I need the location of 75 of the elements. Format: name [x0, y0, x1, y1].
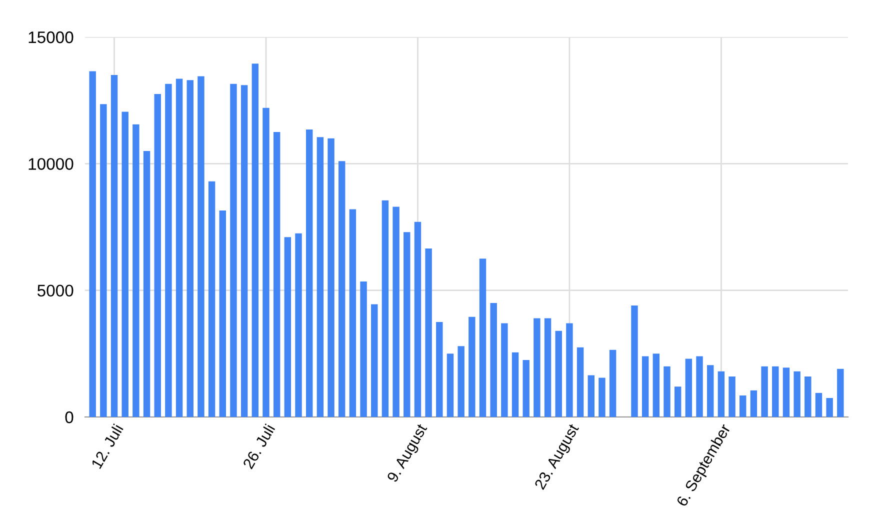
- bar: [837, 368, 844, 417]
- bar: [404, 232, 410, 417]
- bar: [750, 390, 758, 417]
- bar: [544, 318, 552, 417]
- bar: [522, 360, 530, 417]
- bar: [826, 398, 833, 417]
- bar: [338, 161, 346, 417]
- bar: [328, 138, 334, 417]
- bar: [566, 323, 573, 417]
- bar: [534, 318, 540, 417]
- bar: [132, 124, 140, 417]
- bar: [609, 350, 616, 417]
- bar: [674, 386, 682, 417]
- bar: [815, 392, 822, 417]
- bar: [761, 366, 768, 417]
- bar: [664, 366, 670, 417]
- x-tick-label: 26. Juli: [242, 423, 276, 470]
- bar: [490, 303, 497, 417]
- bar: [306, 129, 313, 417]
- bar: [706, 365, 714, 417]
- bar: [143, 151, 150, 417]
- bar: [446, 354, 454, 417]
- bar: [392, 206, 400, 417]
- bar: [479, 258, 486, 417]
- bar: [782, 368, 790, 417]
- bar: [718, 371, 725, 417]
- y-tick-label: 15000: [28, 31, 74, 44]
- bar: [110, 75, 118, 417]
- bar: [414, 222, 422, 417]
- bar: [512, 352, 519, 417]
- bar: [230, 84, 237, 417]
- bar: [371, 304, 378, 417]
- bar: [154, 94, 161, 417]
- bar: [740, 395, 746, 417]
- bar: [642, 356, 649, 417]
- bar: [219, 210, 226, 417]
- bar: [436, 322, 443, 417]
- bar: [240, 85, 248, 417]
- bar: [262, 108, 270, 417]
- bar: [728, 376, 736, 417]
- bar: [89, 71, 96, 417]
- bar: [425, 248, 432, 417]
- bar: [284, 237, 292, 417]
- bar: [598, 378, 606, 417]
- bar: [652, 354, 660, 417]
- bar: [208, 181, 216, 417]
- bar: [501, 323, 508, 417]
- bar: [576, 347, 584, 417]
- bar: [100, 104, 107, 417]
- bar: [804, 376, 812, 417]
- bar: [198, 76, 204, 417]
- y-tick-label: 0: [65, 411, 74, 424]
- bar: [295, 233, 302, 417]
- y-tick-label: 10000: [28, 158, 74, 170]
- bar: [588, 375, 594, 417]
- bar: [772, 366, 779, 417]
- bar: [555, 330, 562, 417]
- bar: [273, 132, 280, 417]
- bar: [316, 137, 324, 417]
- bar: [122, 112, 128, 417]
- y-tick-label: 5000: [37, 284, 74, 297]
- bar: [468, 316, 476, 417]
- bar: [685, 358, 692, 417]
- bar: [176, 78, 183, 417]
- bar: [186, 80, 194, 417]
- bar: [252, 64, 259, 417]
- bar: [696, 356, 703, 417]
- bar: [360, 281, 367, 417]
- bar: [458, 346, 464, 417]
- bar: [165, 84, 172, 417]
- x-tick-label: 12. Juli: [90, 423, 124, 470]
- bar: [382, 200, 389, 417]
- bar: [349, 209, 356, 417]
- bar: [631, 306, 638, 417]
- bar: [794, 371, 800, 417]
